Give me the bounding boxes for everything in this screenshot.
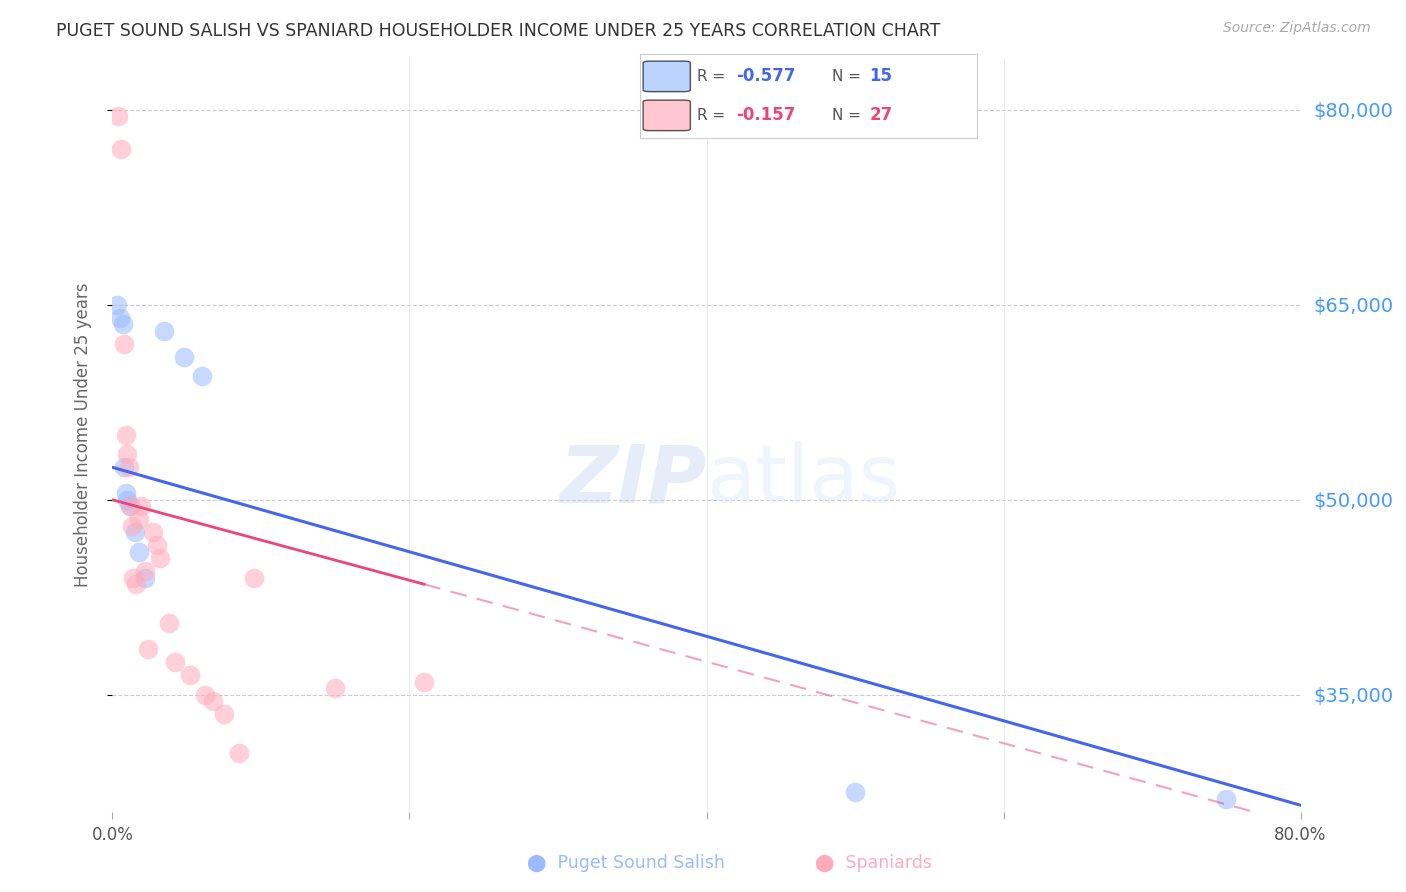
Point bbox=[146, 538, 169, 552]
Point bbox=[124, 525, 146, 540]
Text: R =: R = bbox=[697, 108, 730, 123]
Point bbox=[112, 337, 135, 351]
Text: ⬤  Spaniards: ⬤ Spaniards bbox=[815, 854, 932, 871]
Point bbox=[193, 688, 215, 702]
Text: R =: R = bbox=[697, 69, 730, 84]
Y-axis label: Householder Income Under 25 years: Householder Income Under 25 years bbox=[73, 283, 91, 587]
Point bbox=[111, 318, 134, 332]
Point bbox=[136, 642, 159, 657]
Point bbox=[108, 310, 131, 325]
Point bbox=[179, 668, 201, 682]
Point bbox=[242, 571, 264, 585]
Point bbox=[117, 492, 139, 507]
Point bbox=[163, 655, 186, 669]
Point bbox=[157, 616, 180, 631]
Point bbox=[105, 298, 128, 312]
Point bbox=[844, 785, 866, 799]
Point bbox=[323, 681, 346, 696]
Point bbox=[202, 694, 225, 708]
Point bbox=[134, 571, 156, 585]
Text: 15: 15 bbox=[869, 68, 893, 86]
Text: -0.157: -0.157 bbox=[735, 106, 796, 124]
Point bbox=[110, 142, 132, 156]
Text: 27: 27 bbox=[869, 106, 893, 124]
Text: ZIP: ZIP bbox=[560, 441, 707, 519]
Point bbox=[228, 746, 250, 760]
Point bbox=[115, 428, 138, 442]
Text: ⬤  Puget Sound Salish: ⬤ Puget Sound Salish bbox=[527, 854, 725, 871]
Text: PUGET SOUND SALISH VS SPANIARD HOUSEHOLDER INCOME UNDER 25 YEARS CORRELATION CHA: PUGET SOUND SALISH VS SPANIARD HOUSEHOLD… bbox=[56, 22, 941, 40]
Point bbox=[129, 500, 152, 514]
Point bbox=[122, 571, 145, 585]
Point bbox=[128, 545, 150, 559]
Point bbox=[149, 551, 172, 566]
Text: N =: N = bbox=[832, 69, 866, 84]
Text: N =: N = bbox=[832, 108, 866, 123]
Point bbox=[125, 577, 148, 591]
Point bbox=[128, 512, 150, 526]
Point bbox=[120, 500, 142, 514]
Point bbox=[120, 500, 142, 514]
Point bbox=[1215, 791, 1237, 805]
Text: -0.577: -0.577 bbox=[735, 68, 796, 86]
FancyBboxPatch shape bbox=[643, 100, 690, 130]
Point bbox=[153, 324, 176, 338]
Point bbox=[173, 350, 195, 364]
Point bbox=[190, 369, 212, 384]
Text: atlas: atlas bbox=[707, 441, 901, 519]
Point bbox=[212, 707, 235, 722]
Text: Source: ZipAtlas.com: Source: ZipAtlas.com bbox=[1223, 21, 1371, 35]
Point bbox=[112, 460, 135, 475]
Point bbox=[107, 110, 129, 124]
Point bbox=[121, 518, 143, 533]
Point bbox=[413, 674, 436, 689]
Point bbox=[115, 486, 138, 500]
Point bbox=[134, 564, 156, 578]
FancyBboxPatch shape bbox=[643, 62, 690, 92]
Point bbox=[117, 447, 139, 461]
Point bbox=[118, 460, 141, 475]
Point bbox=[142, 525, 165, 540]
